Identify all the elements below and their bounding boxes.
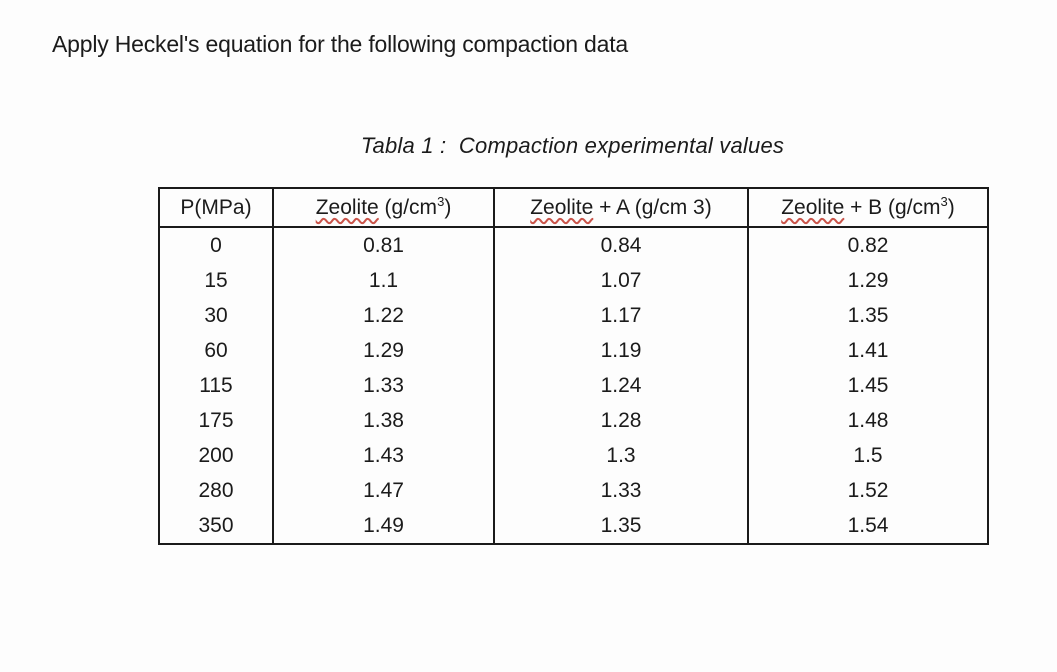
header-row: P(MPa) Zeolite (g/cm3) Zeolite + A (g/cm… [158, 187, 989, 228]
table-row: 30 1.22 1.17 1.35 [158, 298, 989, 333]
cell-pressure: 175 [158, 403, 274, 438]
cell-zeolite-a: 1.07 [493, 263, 749, 298]
header-misspelled-word: Zeolite [781, 195, 845, 219]
cell-zeolite-a: 1.24 [493, 368, 749, 403]
header-misspelled-word: Zeolite [315, 195, 379, 219]
cell-pressure: 30 [158, 298, 274, 333]
cell-zeolite: 1.22 [272, 298, 495, 333]
cell-pressure: 280 [158, 473, 274, 508]
cell-zeolite-b: 1.29 [747, 263, 989, 298]
cell-zeolite: 1.1 [272, 263, 495, 298]
cell-zeolite-a: 1.28 [493, 403, 749, 438]
table-row: 0 0.81 0.84 0.82 [158, 227, 989, 263]
header-superscript: 3 [437, 193, 445, 209]
cell-zeolite-a: 1.3 [493, 438, 749, 473]
header-text: (g/cm [378, 195, 438, 219]
table-row: 60 1.29 1.19 1.41 [158, 333, 989, 368]
column-header-zeolite-a: Zeolite + A (g/cm 3) [493, 187, 749, 228]
problem-statement: Apply Heckel's equation for the followin… [52, 31, 628, 57]
table-row: 280 1.47 1.33 1.52 [158, 473, 989, 508]
cell-zeolite: 1.47 [272, 473, 495, 508]
cell-zeolite-b: 1.54 [747, 508, 989, 544]
cell-zeolite: 1.43 [272, 438, 495, 473]
cell-zeolite: 1.49 [272, 508, 495, 544]
cell-zeolite-a: 0.84 [493, 227, 749, 263]
cell-zeolite-a: 1.35 [493, 508, 749, 544]
cell-pressure: 350 [158, 508, 274, 544]
cell-pressure: 0 [158, 227, 274, 263]
cell-zeolite-b: 1.5 [747, 438, 989, 473]
cell-zeolite-a: 1.17 [493, 298, 749, 333]
cell-pressure: 200 [158, 438, 274, 473]
table-row: 200 1.43 1.3 1.5 [158, 438, 989, 473]
cell-zeolite-b: 1.41 [747, 333, 989, 368]
cell-zeolite: 1.38 [272, 403, 495, 438]
cell-zeolite: 1.29 [272, 333, 495, 368]
header-superscript: 3 [940, 193, 948, 209]
cell-zeolite-b: 1.35 [747, 298, 989, 333]
cell-pressure: 60 [158, 333, 274, 368]
column-header-zeolite-b: Zeolite + B (g/cm3) [747, 187, 989, 228]
cell-zeolite: 1.33 [272, 368, 495, 403]
cell-zeolite-b: 1.45 [747, 368, 989, 403]
cell-pressure: 15 [158, 263, 274, 298]
cell-pressure: 115 [158, 368, 274, 403]
header-text-end: ) [947, 195, 955, 219]
cell-zeolite-a: 1.19 [493, 333, 749, 368]
table-row: 175 1.38 1.28 1.48 [158, 403, 989, 438]
header-text-end: ) [444, 195, 452, 219]
column-header-zeolite: Zeolite (g/cm3) [272, 187, 495, 228]
cell-zeolite-b: 1.52 [747, 473, 989, 508]
header-text: P(MPa) [180, 195, 252, 219]
cell-zeolite-b: 1.48 [747, 403, 989, 438]
cell-zeolite-a: 1.33 [493, 473, 749, 508]
table-caption: Tabla 1 : Compaction experimental values [360, 133, 785, 158]
header-text: + A (g/cm 3 [593, 195, 705, 219]
header-misspelled-word: Zeolite [530, 195, 594, 219]
table-row: 115 1.33 1.24 1.45 [158, 368, 989, 403]
cell-zeolite-b: 0.82 [747, 227, 989, 263]
header-text: + B (g/cm [844, 195, 941, 219]
compaction-data-table: P(MPa) Zeolite (g/cm3) Zeolite + A (g/cm… [158, 187, 989, 545]
table-row: 350 1.49 1.35 1.54 [158, 508, 989, 544]
cell-zeolite: 0.81 [272, 227, 495, 263]
header-text-end: ) [704, 195, 712, 219]
column-header-pressure: P(MPa) [158, 187, 274, 228]
table-row: 15 1.1 1.07 1.29 [158, 263, 989, 298]
